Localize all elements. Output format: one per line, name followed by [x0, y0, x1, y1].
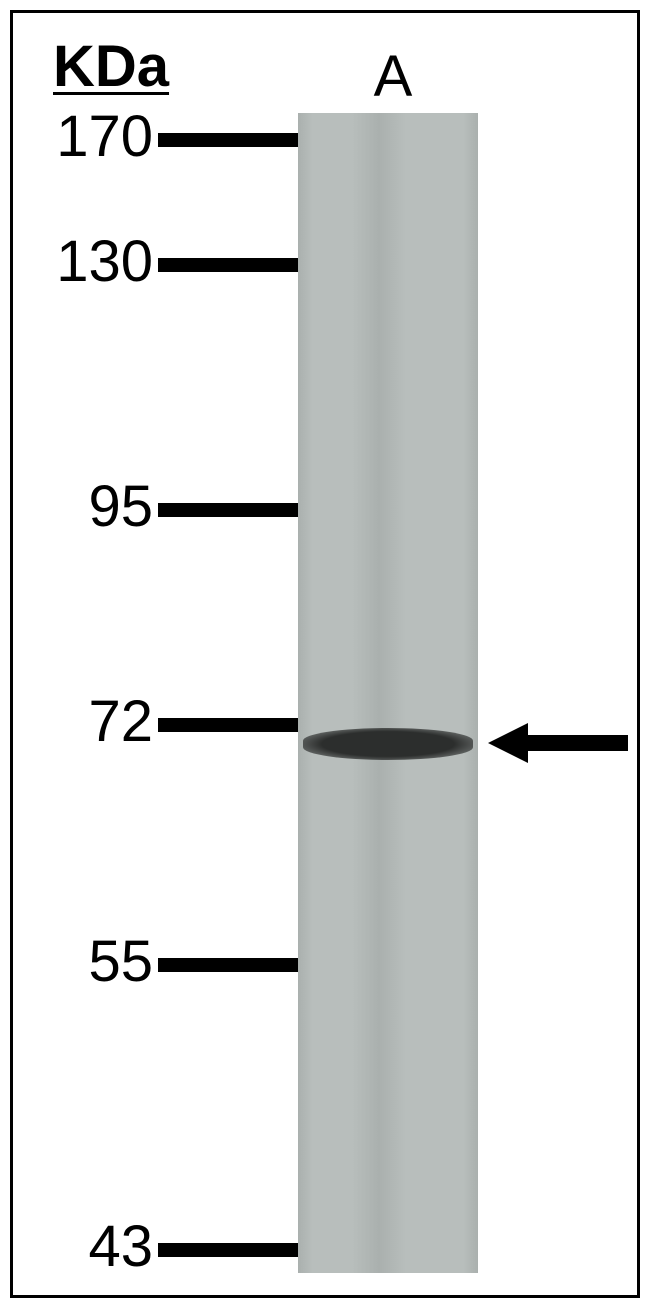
western-blot-figure: KDa A 17013095725543	[10, 10, 640, 1298]
band-indicator-arrow	[13, 13, 637, 1295]
arrow-head-icon	[488, 723, 528, 763]
arrow-shaft	[528, 735, 628, 751]
